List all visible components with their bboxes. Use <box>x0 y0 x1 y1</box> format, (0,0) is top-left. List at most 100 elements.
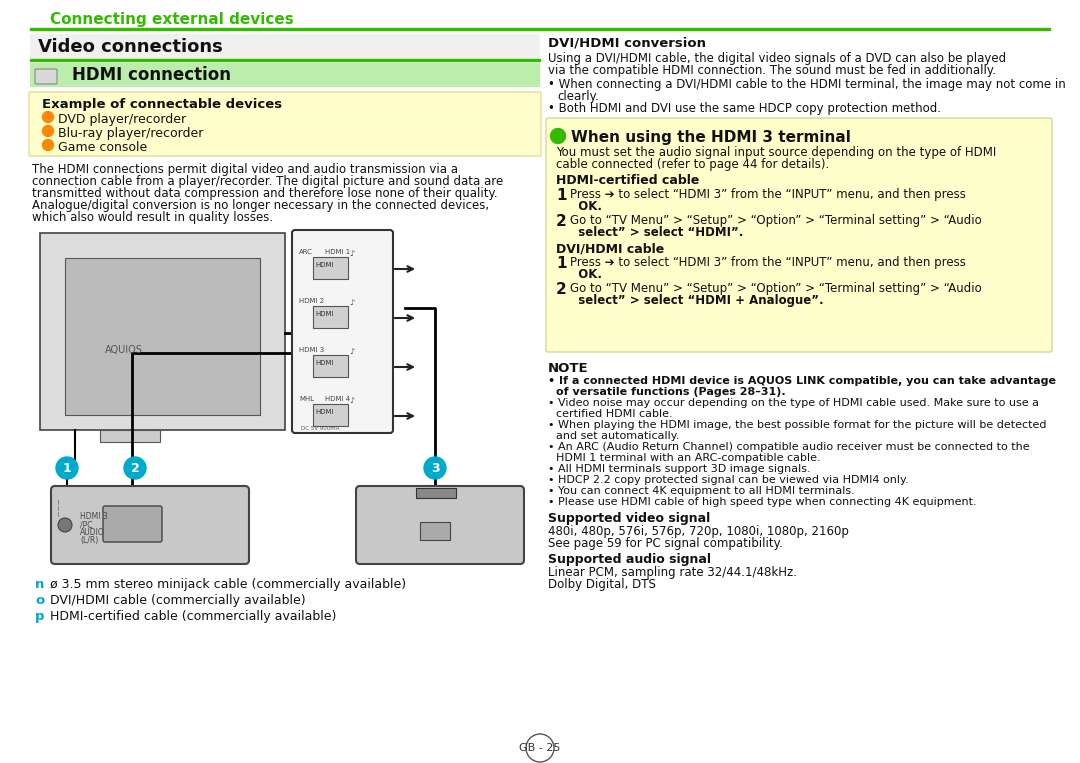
Text: GB - 25: GB - 25 <box>519 743 561 753</box>
Circle shape <box>424 457 446 479</box>
Text: Go to “TV Menu” > “Setup” > “Option” > “Terminal setting” > “Audio: Go to “TV Menu” > “Setup” > “Option” > “… <box>570 282 982 295</box>
Text: Example of connectable devices: Example of connectable devices <box>42 98 282 111</box>
Circle shape <box>56 457 78 479</box>
Circle shape <box>551 128 566 143</box>
FancyBboxPatch shape <box>103 506 162 542</box>
Text: AQUIOS: AQUIOS <box>105 345 143 355</box>
Bar <box>420 522 450 540</box>
Text: 480i, 480p, 576i, 576p, 720p, 1080i, 1080p, 2160p: 480i, 480p, 576i, 576p, 720p, 1080i, 108… <box>548 525 849 538</box>
Circle shape <box>124 457 146 479</box>
Text: which also would result in quality losses.: which also would result in quality losse… <box>32 211 273 224</box>
Text: DVD player/recorder: DVD player/recorder <box>58 113 186 126</box>
Text: Video connections: Video connections <box>38 38 222 56</box>
Text: DVI/HDMI cable: DVI/HDMI cable <box>556 242 664 255</box>
Text: HDMI: HDMI <box>315 262 334 268</box>
Bar <box>30 59 540 61</box>
Text: HDMI: HDMI <box>315 311 334 317</box>
Text: AUDIO: AUDIO <box>80 528 105 537</box>
Bar <box>100 430 160 442</box>
Text: • An ARC (Audio Return Channel) compatible audio receiver must be connected to t: • An ARC (Audio Return Channel) compatib… <box>548 442 1029 452</box>
Text: ♪: ♪ <box>349 347 354 356</box>
Text: HDMI 3: HDMI 3 <box>299 347 324 353</box>
Text: Blu-ray player/recorder: Blu-ray player/recorder <box>58 127 203 140</box>
Text: MHL: MHL <box>299 396 314 402</box>
Bar <box>313 404 348 426</box>
Text: n: n <box>35 578 44 591</box>
Text: • Both HDMI and DVI use the same HDCP copy protection method.: • Both HDMI and DVI use the same HDCP co… <box>548 102 941 115</box>
Text: DVI/HDMI cable (commercially available): DVI/HDMI cable (commercially available) <box>50 594 306 607</box>
Text: DVI/HDMI conversion: DVI/HDMI conversion <box>548 37 706 50</box>
Bar <box>416 488 456 498</box>
Bar <box>30 34 540 60</box>
Text: OK.: OK. <box>570 268 602 281</box>
FancyBboxPatch shape <box>35 69 57 84</box>
Text: You must set the audio signal input source depending on the type of HDMI: You must set the audio signal input sour… <box>556 146 996 159</box>
Text: HDMI-certified cable (commercially available): HDMI-certified cable (commercially avail… <box>50 610 336 623</box>
Text: certified HDMI cable.: certified HDMI cable. <box>556 409 673 419</box>
Text: 1: 1 <box>556 256 567 271</box>
Circle shape <box>42 111 54 123</box>
Text: cable connected (refer to page 44 for details).: cable connected (refer to page 44 for de… <box>556 158 829 171</box>
Text: • When playing the HDMI image, the best possible format for the picture will be : • When playing the HDMI image, the best … <box>548 420 1047 430</box>
Text: of versatile functions (Pages 28–31).: of versatile functions (Pages 28–31). <box>556 387 785 397</box>
Text: p: p <box>35 610 44 623</box>
Text: Dolby Digital, DTS: Dolby Digital, DTS <box>548 578 656 591</box>
Text: Press ➔ to select “HDMI 3” from the “INPUT” menu, and then press: Press ➔ to select “HDMI 3” from the “INP… <box>570 256 966 269</box>
Text: ♪: ♪ <box>349 249 354 258</box>
Text: HDMI 3: HDMI 3 <box>80 512 108 521</box>
Text: connection cable from a player/recorder. The digital picture and sound data are: connection cable from a player/recorder.… <box>32 175 503 188</box>
Text: ø 3.5 mm stereo minijack cable (commercially available): ø 3.5 mm stereo minijack cable (commerci… <box>50 578 406 591</box>
Text: ♪: ♪ <box>349 298 354 307</box>
Text: ARC: ARC <box>299 249 313 255</box>
Text: HDMI 2: HDMI 2 <box>299 298 324 304</box>
Text: • When connecting a DVI/HDMI cable to the HDMI terminal, the image may not come : • When connecting a DVI/HDMI cable to th… <box>548 78 1066 91</box>
FancyBboxPatch shape <box>51 486 249 564</box>
FancyBboxPatch shape <box>292 230 393 433</box>
Text: HDMI connection: HDMI connection <box>72 66 231 84</box>
Text: Analogue/digital conversion is no longer necessary in the connected devices,: Analogue/digital conversion is no longer… <box>32 199 489 212</box>
Circle shape <box>58 518 72 532</box>
Text: select” > select “HDMI + Analogue”.: select” > select “HDMI + Analogue”. <box>570 294 824 307</box>
Text: HDMI 1 terminal with an ARC-compatible cable.: HDMI 1 terminal with an ARC-compatible c… <box>556 453 821 463</box>
Text: Linear PCM, sampling rate 32/44.1/48kHz.: Linear PCM, sampling rate 32/44.1/48kHz. <box>548 566 797 579</box>
Text: Press ➔ to select “HDMI 3” from the “INPUT” menu, and then press: Press ➔ to select “HDMI 3” from the “INP… <box>570 188 966 201</box>
Text: 2: 2 <box>131 462 139 475</box>
Bar <box>30 27 1050 30</box>
Bar <box>65 258 260 415</box>
Text: Supported audio signal: Supported audio signal <box>548 553 711 566</box>
Text: 2: 2 <box>556 214 567 229</box>
Text: • HDCP 2.2 copy protected signal can be viewed via HDMI4 only.: • HDCP 2.2 copy protected signal can be … <box>548 475 908 485</box>
Text: HDMI-certified cable: HDMI-certified cable <box>556 174 700 187</box>
Bar <box>313 257 348 279</box>
Text: o: o <box>35 594 44 607</box>
Text: • All HDMI terminals support 3D image signals.: • All HDMI terminals support 3D image si… <box>548 464 811 474</box>
Text: transmitted without data compression and therefore lose none of their quality.: transmitted without data compression and… <box>32 187 498 200</box>
Text: HDMI 4: HDMI 4 <box>325 396 350 402</box>
Text: • If a connected HDMI device is AQUOS LINK compatible, you can take advantage: • If a connected HDMI device is AQUOS LI… <box>548 376 1056 386</box>
Bar <box>30 63 540 87</box>
Text: 2: 2 <box>556 282 567 297</box>
FancyBboxPatch shape <box>546 118 1052 352</box>
Text: Using a DVI/HDMI cable, the digital video signals of a DVD can also be played: Using a DVI/HDMI cable, the digital vide… <box>548 52 1007 65</box>
Circle shape <box>42 125 54 137</box>
Text: DC 5V 900mA: DC 5V 900mA <box>301 426 339 431</box>
Text: See page 59 for PC signal compatibility.: See page 59 for PC signal compatibility. <box>548 537 783 550</box>
Text: /PC: /PC <box>80 520 93 529</box>
Text: select” > select “HDMI”.: select” > select “HDMI”. <box>570 226 743 239</box>
Text: When using the HDMI 3 terminal: When using the HDMI 3 terminal <box>571 130 851 145</box>
FancyBboxPatch shape <box>356 486 524 564</box>
Text: HDMI: HDMI <box>315 360 334 366</box>
Text: clearly.: clearly. <box>557 90 598 103</box>
Bar <box>40 233 285 430</box>
Text: OK.: OK. <box>570 200 602 213</box>
Text: and set automatically.: and set automatically. <box>556 431 679 441</box>
Text: NOTE: NOTE <box>548 362 589 375</box>
Text: HDMI: HDMI <box>315 409 334 415</box>
Text: • You can connect 4K equipment to all HDMI terminals.: • You can connect 4K equipment to all HD… <box>548 486 854 496</box>
Text: Go to “TV Menu” > “Setup” > “Option” > “Terminal setting” > “Audio: Go to “TV Menu” > “Setup” > “Option” > “… <box>570 214 982 227</box>
Text: 1: 1 <box>63 462 71 475</box>
FancyBboxPatch shape <box>29 92 541 156</box>
Text: ♪: ♪ <box>349 396 354 405</box>
Text: Supported video signal: Supported video signal <box>548 512 711 525</box>
Circle shape <box>42 140 54 150</box>
